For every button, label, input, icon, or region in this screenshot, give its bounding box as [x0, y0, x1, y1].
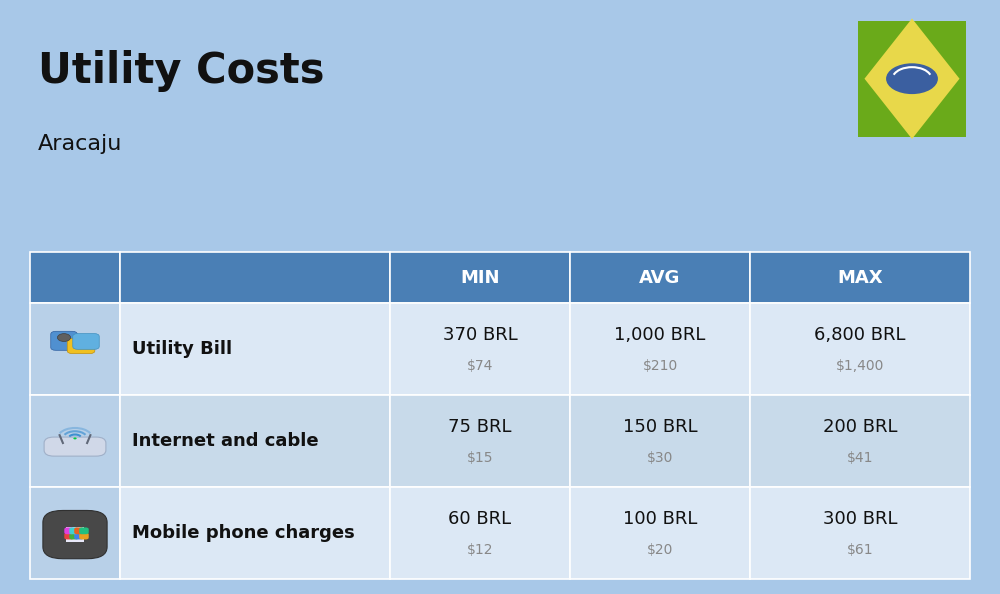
Text: $20: $20: [647, 543, 673, 557]
Circle shape: [57, 334, 71, 342]
Text: $74: $74: [467, 359, 493, 372]
Text: 1,000 BRL: 1,000 BRL: [614, 326, 706, 344]
Bar: [120, 303, 390, 395]
FancyBboxPatch shape: [64, 527, 74, 534]
Circle shape: [73, 437, 77, 440]
Bar: [30, 303, 120, 395]
Bar: [30, 395, 120, 487]
Text: Utility Costs: Utility Costs: [38, 50, 324, 93]
Text: 100 BRL: 100 BRL: [623, 510, 697, 528]
Bar: [30, 487, 120, 579]
Polygon shape: [864, 18, 960, 139]
Text: Internet and cable: Internet and cable: [132, 432, 319, 450]
Bar: [390, 487, 570, 579]
Bar: [750, 395, 970, 487]
Bar: [66, 527, 84, 542]
Text: 200 BRL: 200 BRL: [823, 418, 897, 436]
Bar: [750, 303, 970, 395]
Bar: [120, 487, 390, 579]
Text: 370 BRL: 370 BRL: [443, 326, 517, 344]
Bar: [120, 252, 390, 303]
Text: 150 BRL: 150 BRL: [623, 418, 697, 436]
Text: $210: $210: [642, 359, 678, 372]
Text: $30: $30: [647, 451, 673, 465]
Bar: [390, 303, 570, 395]
Text: AVG: AVG: [639, 268, 681, 287]
Text: MIN: MIN: [460, 268, 500, 287]
Circle shape: [886, 64, 938, 94]
FancyBboxPatch shape: [79, 527, 89, 534]
Bar: [570, 252, 750, 303]
Bar: [570, 303, 750, 395]
Bar: [750, 252, 970, 303]
Bar: [120, 395, 390, 487]
FancyBboxPatch shape: [79, 533, 89, 539]
Text: Aracaju: Aracaju: [38, 134, 122, 154]
FancyBboxPatch shape: [67, 339, 95, 353]
Text: $41: $41: [847, 451, 873, 465]
Text: Utility Bill: Utility Bill: [132, 340, 232, 358]
Text: $1,400: $1,400: [836, 359, 884, 372]
Text: $61: $61: [847, 543, 873, 557]
Bar: [570, 395, 750, 487]
Bar: [30, 252, 120, 303]
FancyBboxPatch shape: [69, 527, 79, 534]
Text: $15: $15: [467, 451, 493, 465]
Bar: [750, 487, 970, 579]
Text: 60 BRL: 60 BRL: [448, 510, 512, 528]
Text: Mobile phone charges: Mobile phone charges: [132, 524, 355, 542]
Text: 300 BRL: 300 BRL: [823, 510, 897, 528]
FancyBboxPatch shape: [74, 533, 84, 539]
Text: 75 BRL: 75 BRL: [448, 418, 512, 436]
FancyBboxPatch shape: [69, 533, 79, 539]
FancyBboxPatch shape: [74, 527, 84, 534]
FancyBboxPatch shape: [64, 533, 74, 539]
FancyBboxPatch shape: [51, 331, 77, 350]
Bar: [390, 252, 570, 303]
Bar: [570, 487, 750, 579]
FancyBboxPatch shape: [73, 334, 99, 349]
FancyBboxPatch shape: [44, 437, 106, 456]
Bar: [390, 395, 570, 487]
FancyBboxPatch shape: [43, 510, 107, 559]
Text: $12: $12: [467, 543, 493, 557]
Text: 6,800 BRL: 6,800 BRL: [814, 326, 906, 344]
Bar: [858, 21, 966, 137]
Text: MAX: MAX: [837, 268, 883, 287]
